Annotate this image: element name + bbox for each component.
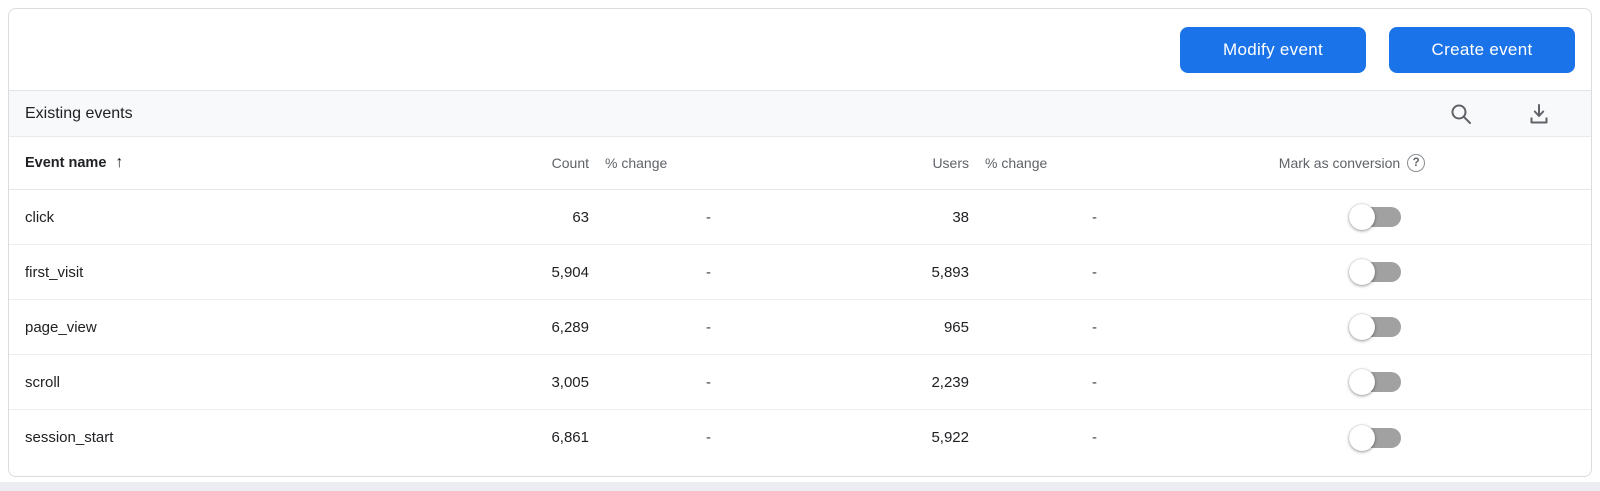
count-change-cell: - (706, 373, 711, 391)
column-header-users[interactable]: Users (932, 155, 969, 171)
count-cell: 6,289 (551, 318, 589, 336)
conversion-cell (1097, 424, 1575, 451)
conversion-cell (1097, 204, 1575, 230)
column-header-count[interactable]: Count (551, 155, 589, 171)
modify-event-button[interactable]: Modify event (1180, 26, 1366, 73)
toggle-knob (1349, 204, 1375, 230)
help-icon[interactable]: ? (1407, 154, 1426, 172)
column-header-event-name[interactable]: Event name ↑ (25, 154, 469, 172)
toggle-knob (1349, 424, 1375, 451)
users-cell: 5,893 (931, 263, 969, 281)
users-change-cell: - (1092, 208, 1097, 226)
users-cell: 38 (952, 208, 969, 226)
table-row: click 63 - 38 - (9, 190, 1591, 245)
mark-as-conversion-toggle[interactable] (1349, 259, 1401, 285)
event-name-cell: click (25, 208, 55, 226)
search-button[interactable] (1439, 92, 1483, 136)
event-name-cell: scroll (25, 373, 61, 391)
event-name-header-label: Event name (25, 155, 107, 171)
table-row: session_start 6,861 - 5,922 - (9, 410, 1591, 465)
conversion-header-label: Mark as conversion (1278, 155, 1401, 171)
mark-as-conversion-toggle[interactable] (1349, 204, 1401, 230)
existing-events-header: Existing events (9, 90, 1591, 137)
users-change-cell: - (1092, 318, 1097, 336)
toggle-knob (1349, 369, 1375, 395)
event-name-cell: page_view (25, 318, 97, 336)
table-body: click 63 - 38 - first_visit 5,904 - 5,89… (9, 190, 1591, 465)
users-cell: 5,922 (931, 429, 969, 446)
conversion-cell (1097, 314, 1575, 340)
mark-as-conversion-toggle[interactable] (1349, 314, 1401, 340)
table-row: first_visit 5,904 - 5,893 - (9, 245, 1591, 300)
users-change-cell: - (1092, 373, 1097, 391)
table-header-row: Event name ↑ Count % change Users % chan… (9, 137, 1591, 190)
users-change-cell: - (1092, 263, 1097, 281)
events-panel: Modify event Create event Existing event… (8, 8, 1592, 477)
users-change-cell: - (1092, 429, 1097, 446)
toggle-knob (1349, 314, 1375, 340)
search-icon (1449, 102, 1473, 126)
count-change-cell: - (706, 318, 711, 336)
count-cell: 3,005 (551, 373, 589, 391)
mark-as-conversion-toggle[interactable] (1349, 424, 1401, 451)
download-button[interactable] (1517, 92, 1561, 136)
download-icon (1527, 102, 1551, 126)
users-cell: 2,239 (931, 373, 969, 391)
column-header-count-change[interactable]: % change (605, 155, 668, 171)
count-change-cell: - (706, 208, 711, 226)
toggle-knob (1349, 259, 1375, 285)
count-cell: 5,904 (551, 263, 589, 281)
page-background-strip (0, 482, 1600, 491)
events-toolbar: Modify event Create event (9, 9, 1591, 90)
table-row: page_view 6,289 - 965 - (9, 300, 1591, 355)
mark-as-conversion-toggle[interactable] (1349, 369, 1401, 395)
conversion-cell (1097, 259, 1575, 285)
event-name-cell: session_start (25, 429, 114, 446)
count-change-cell: - (706, 263, 711, 281)
create-event-button[interactable]: Create event (1389, 26, 1575, 73)
column-header-users-change[interactable]: % change (985, 155, 1048, 171)
panel-title: Existing events (25, 104, 133, 122)
event-name-cell: first_visit (25, 263, 84, 281)
column-header-mark-as-conversion: Mark as conversion ? (1097, 154, 1575, 172)
count-change-cell: - (706, 429, 711, 446)
count-cell: 6,861 (551, 429, 589, 446)
users-cell: 965 (943, 318, 969, 336)
sort-ascending-icon: ↑ (115, 154, 124, 171)
table-row: scroll 3,005 - 2,239 - (9, 355, 1591, 410)
conversion-cell (1097, 369, 1575, 395)
count-cell: 63 (572, 208, 589, 226)
